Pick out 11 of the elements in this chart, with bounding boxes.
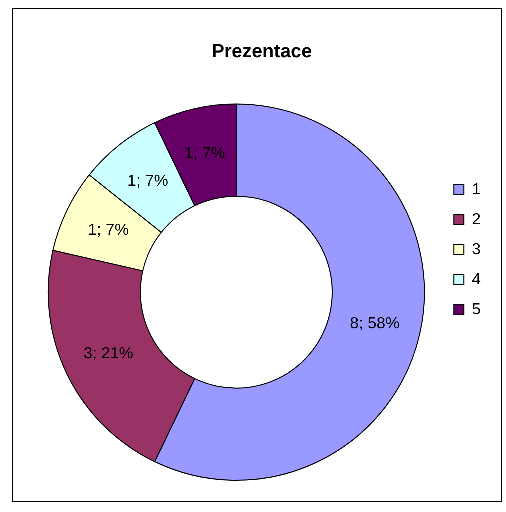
legend-label: 4: [472, 271, 482, 288]
legend-label: 1: [472, 181, 482, 198]
legend-label: 5: [472, 301, 482, 318]
data-label: 3; 21%: [84, 345, 134, 362]
data-label: 1; 7%: [88, 222, 130, 240]
data-label: 1; 7%: [128, 172, 168, 190]
legend-label: 3: [472, 241, 482, 258]
data-label: 8; 58%: [350, 315, 400, 332]
data-label: 1; 7%: [184, 145, 226, 162]
chart-title: Prezentace: [212, 42, 312, 63]
legend-label: 2: [472, 211, 482, 228]
